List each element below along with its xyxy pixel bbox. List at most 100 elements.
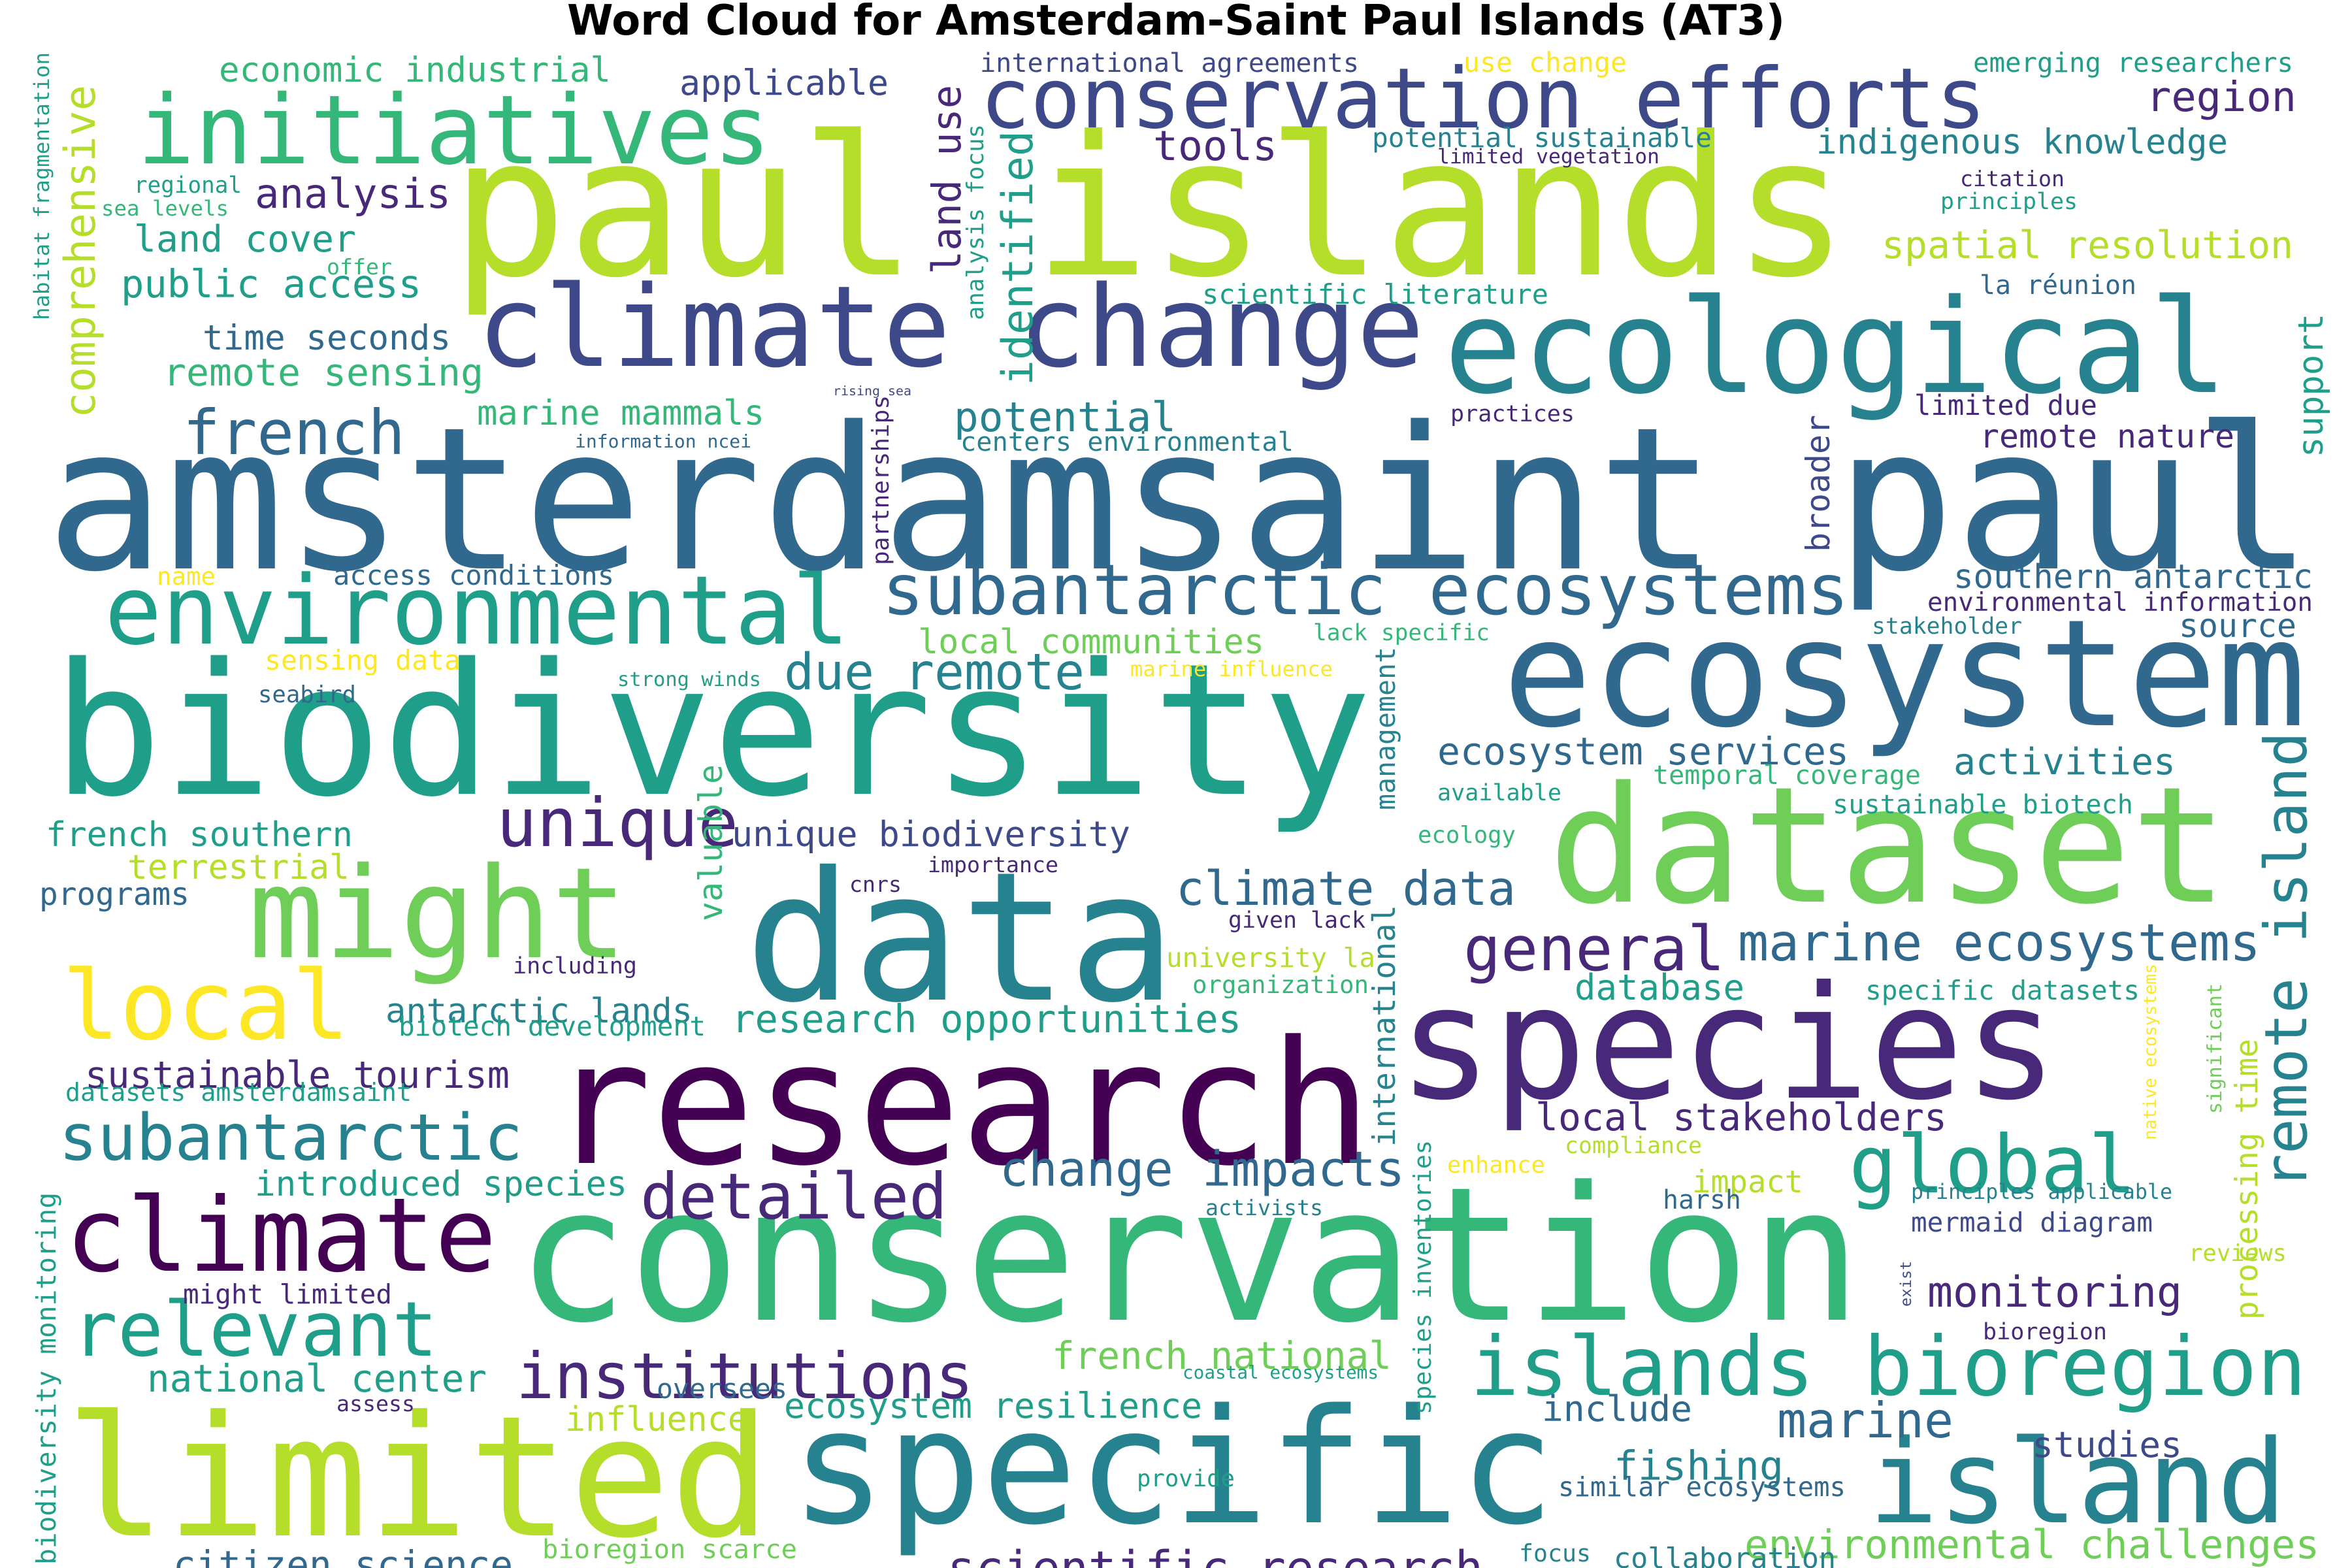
- word-ecosystem-services: ecosystem services: [1437, 729, 1849, 774]
- word-antarctic-lands: antarctic lands: [385, 992, 693, 1031]
- word-conservation: conservation: [516, 1147, 1862, 1364]
- word-native-ecosystems: native ecosystems: [2140, 964, 2161, 1140]
- word-conservation-efforts: conservation efforts: [980, 50, 1986, 148]
- word-valuable: valuable: [692, 764, 730, 921]
- word-national-center: national center: [147, 1357, 487, 1401]
- word-local-stakeholders: local stakeholders: [1535, 1095, 1947, 1139]
- word-enhance: enhance: [1447, 1152, 1545, 1179]
- word-scientific-research: scientific research: [947, 1541, 1483, 1568]
- word-principles: principles: [1940, 189, 2078, 215]
- word-limited-vegetation: limited vegetation: [1437, 145, 1659, 169]
- word-compliance: compliance: [1565, 1133, 1702, 1159]
- word-might: might: [248, 841, 627, 987]
- word-land-use: land use: [924, 85, 970, 274]
- word-environmental-challenges: environmental challenges: [1744, 1522, 2319, 1568]
- word-remote-nature: remote nature: [1980, 417, 2234, 455]
- word-use-change: use change: [1463, 46, 1627, 78]
- word-harsh: harsh: [1663, 1185, 1741, 1215]
- word-specific: specific: [791, 1376, 1555, 1560]
- word-rising-sea: rising sea: [833, 384, 911, 399]
- word-time-seconds: time seconds: [203, 318, 451, 358]
- word-unique: unique: [497, 785, 738, 862]
- word-potential-sustainable: potential sustainable: [1372, 122, 1712, 154]
- word-including: including: [513, 953, 637, 979]
- word-general: general: [1463, 913, 1725, 985]
- word-offer: offer: [327, 254, 392, 280]
- word-public-access: public access: [121, 261, 421, 306]
- word-coastal-ecosystems: coastal ecosystems: [1183, 1362, 1379, 1383]
- word-subantarctic-ecosystems: subantarctic ecosystems: [882, 550, 1849, 631]
- word-biodiversity: biodiversity: [52, 624, 1372, 837]
- word-analysis: analysis: [255, 170, 451, 218]
- word-partnerships: partnerships: [868, 395, 894, 565]
- word-exist: exist: [1897, 1261, 1915, 1307]
- word-sustainable-tourism: sustainable tourism: [85, 1054, 510, 1097]
- word-international-agreements: international agreements: [980, 48, 1359, 78]
- word-due-remote: due remote: [784, 644, 1085, 702]
- word-land-cover: land cover: [134, 218, 356, 261]
- word-temporal-coverage: temporal coverage: [1653, 760, 1921, 791]
- word-applicable: applicable: [679, 63, 889, 103]
- word-processing-time: processing time: [2229, 1039, 2265, 1320]
- word-french: french: [183, 398, 405, 469]
- word-environmental: environmental: [105, 556, 849, 666]
- word-analysis-focus: analysis focus: [962, 124, 989, 320]
- word-programs: programs: [39, 877, 189, 913]
- word-comprehensive: comprehensive: [56, 85, 105, 418]
- word-relevant: relevant: [72, 1286, 438, 1374]
- word-strong-winds: strong winds: [617, 668, 761, 691]
- word-fishing: fishing: [1614, 1443, 1784, 1490]
- word-name: name: [157, 562, 216, 591]
- word-seabird: seabird: [258, 681, 356, 708]
- word-french-national: french national: [1052, 1334, 1392, 1378]
- word-focus: focus: [1519, 1539, 1591, 1567]
- word-ecosystem-resilience: ecosystem resilience: [784, 1386, 1202, 1426]
- word-include: include: [1542, 1388, 1692, 1429]
- word-remote-sensing: remote sensing: [163, 350, 483, 395]
- word-source: source: [2179, 607, 2296, 645]
- word-similar-ecosystems: similar ecosystems: [1558, 1471, 1846, 1503]
- word-datasets-amsterdamsaint: datasets amsterdamsaint: [65, 1078, 412, 1107]
- word-sea-levels: sea levels: [101, 196, 229, 221]
- word-local: local: [62, 951, 350, 1062]
- word-emerging-researchers: emerging researchers: [1973, 47, 2293, 78]
- word-tools: tools: [1153, 122, 1277, 170]
- page-title: Word Cloud for Amsterdam-Saint Paul Isla…: [566, 0, 1786, 45]
- word-dataset: dataset: [1548, 753, 2228, 940]
- word-detailed: detailed: [640, 1160, 947, 1234]
- word-research: research: [549, 1004, 1372, 1203]
- word-influence: influence: [565, 1400, 748, 1439]
- word-scientific-literature: scientific literature: [1202, 278, 1548, 310]
- word-lack-specific: lack specific: [1313, 620, 1490, 646]
- word-climate-data: climate data: [1176, 861, 1516, 916]
- word-regional: regional: [134, 172, 242, 199]
- word-organization: organization: [1192, 970, 1369, 999]
- word-limited-due: limited due: [1914, 389, 2097, 421]
- word-assess: assess: [336, 1391, 415, 1416]
- word-cnrs: cnrs: [849, 872, 902, 897]
- word-reviews: reviews: [2189, 1240, 2287, 1267]
- word-studies: studies: [2032, 1424, 2182, 1465]
- word-data: data: [745, 834, 1176, 1042]
- word-environmental-information: environmental information: [1927, 588, 2313, 617]
- word-given-lack: given lack: [1228, 907, 1365, 934]
- word-mermaid-diagram: mermaid diagram: [1911, 1207, 2153, 1238]
- word-marine-influence: marine influence: [1130, 657, 1333, 681]
- word-citizen-science: citizen science: [173, 1543, 513, 1568]
- word-initiatives: initiatives: [137, 74, 771, 186]
- word-la-reunion: la réunion: [1980, 270, 2136, 301]
- word-species-inventories: species inventories: [1409, 1140, 1437, 1414]
- word-limited: limited: [65, 1380, 771, 1568]
- word-international: international: [1367, 905, 1403, 1147]
- word-subantarctic: subantarctic: [59, 1101, 523, 1175]
- word-change-impacts: change impacts: [1000, 1142, 1405, 1198]
- word-provide: provide: [1137, 1465, 1235, 1492]
- word-french-southern: french southern: [46, 815, 353, 855]
- word-principles-applicable: principles applicable: [1911, 1181, 2172, 1204]
- word-university-la: university la: [1166, 942, 1375, 973]
- word-ecology: ecology: [1418, 822, 1516, 849]
- word-broader: broader: [1799, 415, 1837, 552]
- word-support: support: [2292, 314, 2331, 457]
- word-climate-change: climate change: [477, 261, 1424, 393]
